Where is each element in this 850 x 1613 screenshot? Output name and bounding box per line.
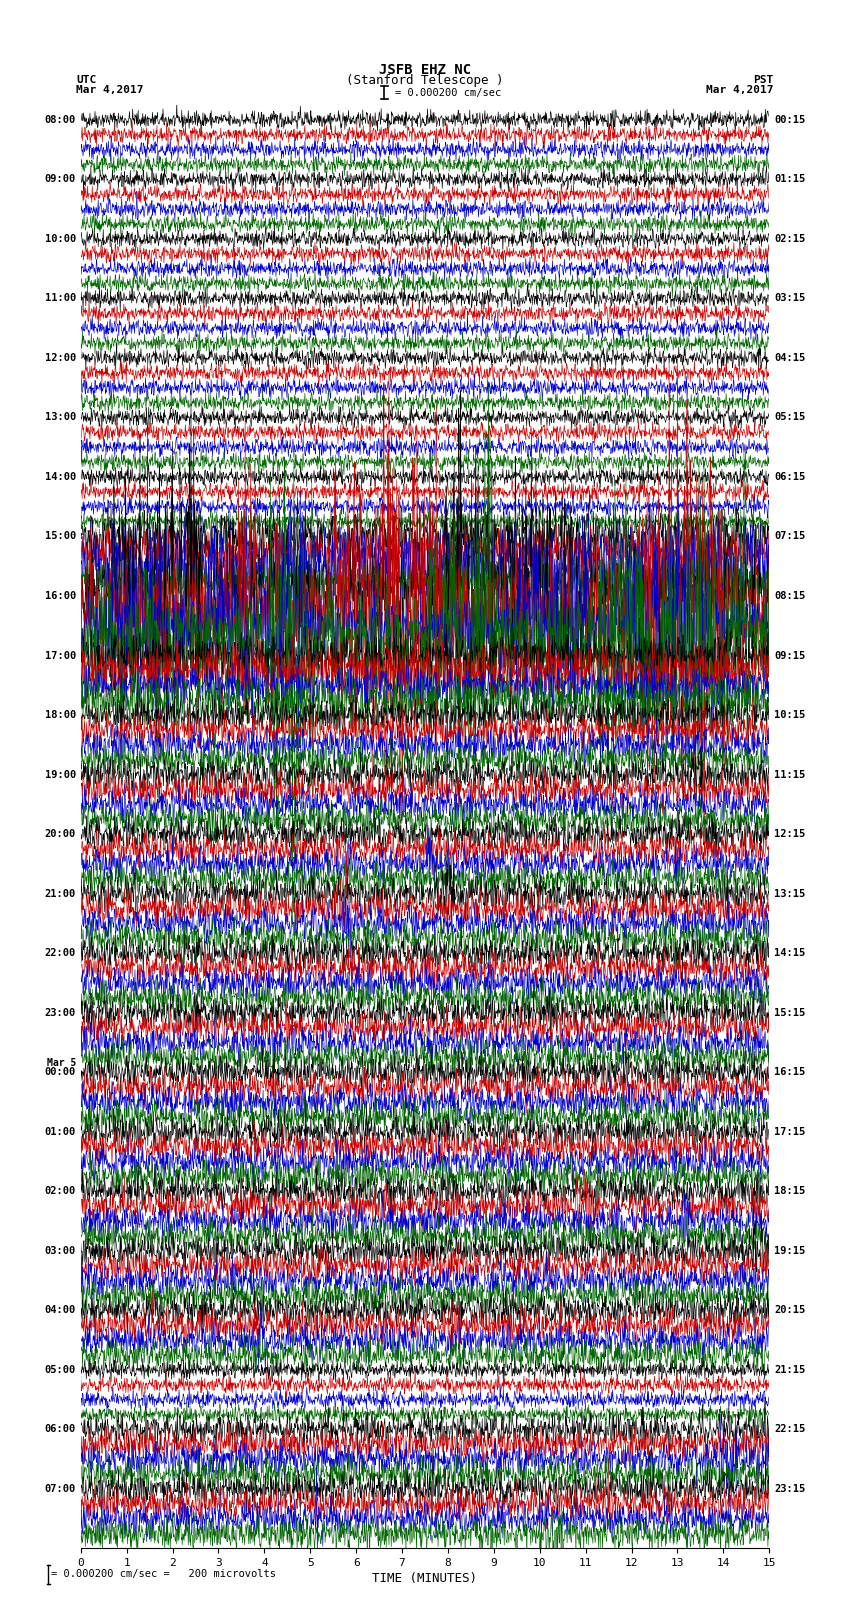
Text: 05:00: 05:00 [45, 1365, 76, 1374]
Text: 13:15: 13:15 [774, 889, 805, 898]
Text: 11:00: 11:00 [45, 294, 76, 303]
Text: 14:15: 14:15 [774, 948, 805, 958]
Text: 12:15: 12:15 [774, 829, 805, 839]
Text: 20:00: 20:00 [45, 829, 76, 839]
Text: 18:15: 18:15 [774, 1186, 805, 1197]
Text: UTC: UTC [76, 74, 97, 85]
Text: 10:15: 10:15 [774, 710, 805, 719]
Text: 11:15: 11:15 [774, 769, 805, 779]
Text: 19:00: 19:00 [45, 769, 76, 779]
Text: Mar 5: Mar 5 [47, 1058, 76, 1068]
Text: 12:00: 12:00 [45, 353, 76, 363]
Text: 14:00: 14:00 [45, 473, 76, 482]
Text: 16:00: 16:00 [45, 590, 76, 602]
Text: 04:15: 04:15 [774, 353, 805, 363]
Text: 01:00: 01:00 [45, 1127, 76, 1137]
Text: 05:15: 05:15 [774, 413, 805, 423]
Text: 07:00: 07:00 [45, 1484, 76, 1494]
Text: 08:00: 08:00 [45, 115, 76, 124]
Text: 04:00: 04:00 [45, 1305, 76, 1315]
Text: 03:15: 03:15 [774, 294, 805, 303]
Text: 02:00: 02:00 [45, 1186, 76, 1197]
Text: Mar 4,2017: Mar 4,2017 [706, 84, 774, 95]
Text: 02:15: 02:15 [774, 234, 805, 244]
Text: 21:00: 21:00 [45, 889, 76, 898]
Text: 20:15: 20:15 [774, 1305, 805, 1315]
Text: 08:15: 08:15 [774, 590, 805, 602]
Text: 06:15: 06:15 [774, 473, 805, 482]
Text: 06:00: 06:00 [45, 1424, 76, 1434]
X-axis label: TIME (MINUTES): TIME (MINUTES) [372, 1573, 478, 1586]
Text: JSFB EHZ NC: JSFB EHZ NC [379, 63, 471, 77]
Text: 23:00: 23:00 [45, 1008, 76, 1018]
Text: 16:15: 16:15 [774, 1068, 805, 1077]
Text: 22:15: 22:15 [774, 1424, 805, 1434]
Text: 09:15: 09:15 [774, 650, 805, 660]
Text: = 0.000200 cm/sec: = 0.000200 cm/sec [395, 87, 501, 98]
Text: 07:15: 07:15 [774, 531, 805, 542]
Text: 21:15: 21:15 [774, 1365, 805, 1374]
Text: = 0.000200 cm/sec =   200 microvolts: = 0.000200 cm/sec = 200 microvolts [51, 1569, 276, 1579]
Text: (Stanford Telescope ): (Stanford Telescope ) [346, 74, 504, 87]
Text: PST: PST [753, 74, 774, 85]
Text: 00:15: 00:15 [774, 115, 805, 124]
Text: 17:00: 17:00 [45, 650, 76, 660]
Text: 01:15: 01:15 [774, 174, 805, 184]
Text: 15:00: 15:00 [45, 531, 76, 542]
Text: Mar 4,2017: Mar 4,2017 [76, 84, 144, 95]
Text: 00:00: 00:00 [45, 1068, 76, 1077]
Text: 13:00: 13:00 [45, 413, 76, 423]
Text: 15:15: 15:15 [774, 1008, 805, 1018]
Text: 03:00: 03:00 [45, 1245, 76, 1257]
Text: 22:00: 22:00 [45, 948, 76, 958]
Text: 17:15: 17:15 [774, 1127, 805, 1137]
Text: 09:00: 09:00 [45, 174, 76, 184]
Text: 23:15: 23:15 [774, 1484, 805, 1494]
Text: 18:00: 18:00 [45, 710, 76, 719]
Text: 10:00: 10:00 [45, 234, 76, 244]
Text: 19:15: 19:15 [774, 1245, 805, 1257]
